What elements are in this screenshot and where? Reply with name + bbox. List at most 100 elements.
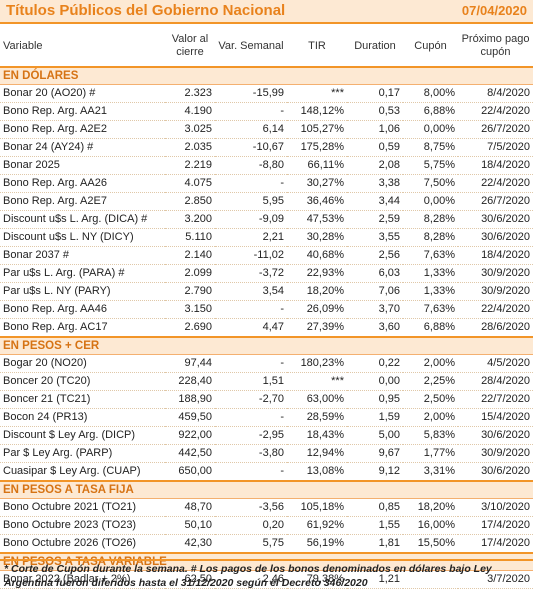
cell-proximo: 17/4/2020 bbox=[458, 534, 533, 554]
header-tir: TIR bbox=[287, 26, 347, 68]
cell-duration: 0,95 bbox=[347, 390, 403, 409]
cell-cupon: 1,33% bbox=[403, 282, 458, 301]
cell-duration: 9,12 bbox=[347, 462, 403, 482]
cell-tir: 63,00% bbox=[287, 390, 347, 409]
cell-variable: Bocon 24 (PR13) bbox=[0, 408, 165, 427]
cell-variable: Bono Rep. Arg. AA21 bbox=[0, 102, 165, 121]
cell-cupon: 3,31% bbox=[403, 462, 458, 482]
cell-variable: Discount u$s L. Arg. (DICA) # bbox=[0, 210, 165, 229]
cell-duration: 2,08 bbox=[347, 156, 403, 175]
cell-tir: 175,28% bbox=[287, 138, 347, 157]
cell-valor: 4.190 bbox=[165, 102, 215, 121]
header-valor: Valor al cierre bbox=[165, 26, 215, 68]
cell-cupon: 2,00% bbox=[403, 408, 458, 427]
cell-variable: Par u$s L. NY (PARY) bbox=[0, 282, 165, 301]
cell-tir: 27,39% bbox=[287, 318, 347, 338]
section-title: EN PESOS + CER bbox=[0, 336, 533, 355]
cell-valor: 2.850 bbox=[165, 192, 215, 211]
cell-cupon: 2,00% bbox=[403, 354, 458, 373]
cell-duration: 0,17 bbox=[347, 84, 403, 103]
cell-duration: 0,53 bbox=[347, 102, 403, 121]
table-row: Cuasipar $ Ley Arg. (CUAP) 650,00-13,08% 9… bbox=[0, 462, 533, 482]
cell-proximo: 17/4/2020 bbox=[458, 516, 533, 535]
cell-tir: 30,28% bbox=[287, 228, 347, 247]
cell-variable: Bono Octubre 2026 (TO26) bbox=[0, 534, 165, 554]
header-row: Variable Valor al cierre Var. Semanal TI… bbox=[0, 26, 533, 68]
table-row: Bocon 24 (PR13) 459,50-28,59% 1,59 2,00% 15/… bbox=[0, 408, 533, 427]
cell-cupon: 7,63% bbox=[403, 246, 458, 265]
cell-proximo: 7/5/2020 bbox=[458, 138, 533, 157]
cell-tir: 40,68% bbox=[287, 246, 347, 265]
cell-cupon: 1,33% bbox=[403, 264, 458, 283]
cell-var: -2,95 bbox=[215, 426, 287, 445]
cell-valor: 2.035 bbox=[165, 138, 215, 157]
cell-tir: 12,94% bbox=[287, 444, 347, 463]
cell-duration: 2,56 bbox=[347, 246, 403, 265]
cell-duration: 5,00 bbox=[347, 426, 403, 445]
cell-var: -9,09 bbox=[215, 210, 287, 229]
cell-proximo: 8/4/2020 bbox=[458, 84, 533, 103]
cell-valor: 4.075 bbox=[165, 174, 215, 193]
cell-tir: 148,12% bbox=[287, 102, 347, 121]
cell-valor: 2.690 bbox=[165, 318, 215, 338]
page-title: Títulos Públicos del Gobierno Nacional bbox=[6, 2, 286, 19]
cell-proximo: 22/4/2020 bbox=[458, 300, 533, 319]
cell-proximo: 30/6/2020 bbox=[458, 426, 533, 445]
cell-variable: Bogar 20 (NO20) bbox=[0, 354, 165, 373]
cell-valor: 2.790 bbox=[165, 282, 215, 301]
cell-valor: 2.099 bbox=[165, 264, 215, 283]
cell-proximo: 3/7/2020 bbox=[458, 570, 533, 589]
cell-duration: 9,67 bbox=[347, 444, 403, 463]
cell-cupon: 6,88% bbox=[403, 318, 458, 338]
table-row: Boncer 21 (TC21) 188,90 -2,70 63,00% 0,95 2,5… bbox=[0, 390, 533, 409]
cell-cupon: 7,63% bbox=[403, 300, 458, 319]
cell-var: 6,14 bbox=[215, 120, 287, 139]
cell-valor: 50,10 bbox=[165, 516, 215, 535]
cell-valor: 3.025 bbox=[165, 120, 215, 139]
cell-duration: 3,55 bbox=[347, 228, 403, 247]
cell-variable: Bonar 2022 (Badlar + 2%) bbox=[0, 570, 165, 589]
report-date: 07/04/2020 bbox=[461, 3, 527, 18]
cell-valor: 922,00 bbox=[165, 426, 215, 445]
cell-tir: *** bbox=[287, 84, 347, 103]
cell-duration: 6,03 bbox=[347, 264, 403, 283]
cell-duration: 1,81 bbox=[347, 534, 403, 554]
cell-proximo: 30/9/2020 bbox=[458, 282, 533, 301]
cell-var: - bbox=[215, 174, 287, 193]
table-row: Discount $ Ley Arg. (DICP) 922,00 -2,95 18,… bbox=[0, 426, 533, 445]
cell-tir: 18,43% bbox=[287, 426, 347, 445]
cell-valor: 2.219 bbox=[165, 156, 215, 175]
cell-tir: 105,18% bbox=[287, 498, 347, 517]
cell-variable: Discount u$s L. NY (DICY) bbox=[0, 228, 165, 247]
cell-duration: 0,22 bbox=[347, 354, 403, 373]
cell-var: -11,02 bbox=[215, 246, 287, 265]
cell-tir: 26,09% bbox=[287, 300, 347, 319]
cell-valor: 62,50 bbox=[165, 570, 215, 589]
cell-var: 5,75 bbox=[215, 534, 287, 554]
cell-cupon: 6,88% bbox=[403, 102, 458, 121]
table-row: Bonar 20 (AO20) #2.323 -15,99 *** 0,17 8,00%… bbox=[0, 84, 533, 103]
bonds-table: Variable Valor al cierre Var. Semanal TI… bbox=[0, 26, 533, 589]
cell-duration: 3,38 bbox=[347, 174, 403, 193]
cell-cupon: 2,25% bbox=[403, 372, 458, 391]
table-row: Bono Rep. Arg. AA46 3.150-26,09% 3,70 7,63%… bbox=[0, 300, 533, 319]
cell-variable: Boncer 20 (TC20) bbox=[0, 372, 165, 391]
cell-var: - bbox=[215, 354, 287, 373]
cell-variable: Bono Rep. Arg. AA26 bbox=[0, 174, 165, 193]
cell-duration: 1,06 bbox=[347, 120, 403, 139]
cell-variable: Bono Octubre 2021 (TO21) bbox=[0, 498, 165, 517]
table-row: Bono Rep. Arg. AA21 4.190-148,12% 0,53 6,88… bbox=[0, 102, 533, 121]
cell-tir: 47,53% bbox=[287, 210, 347, 229]
cell-duration: 3,44 bbox=[347, 192, 403, 211]
cell-duration: 7,06 bbox=[347, 282, 403, 301]
title-bar: Títulos Públicos del Gobierno Nacional 0… bbox=[0, 0, 533, 24]
cell-valor: 2.323 bbox=[165, 84, 215, 103]
cell-duration: 0,85 bbox=[347, 498, 403, 517]
cell-duration: 1,55 bbox=[347, 516, 403, 535]
cell-var: - bbox=[215, 408, 287, 427]
table-row: Discount u$s L. Arg. (DICA) #3.200 -9,09 4… bbox=[0, 210, 533, 229]
cell-proximo: 18/4/2020 bbox=[458, 246, 533, 265]
cell-variable: Bonar 20 (AO20) # bbox=[0, 84, 165, 103]
cell-tir: 18,20% bbox=[287, 282, 347, 301]
